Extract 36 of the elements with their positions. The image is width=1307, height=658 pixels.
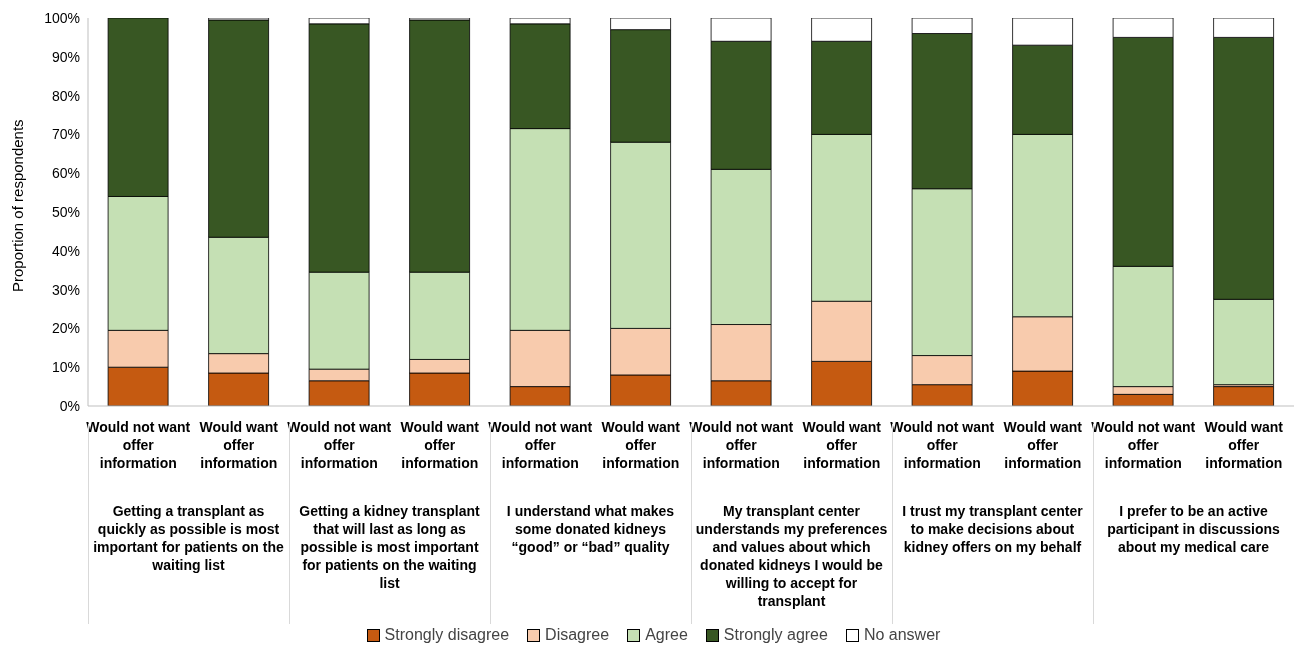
bar	[1213, 386, 1274, 406]
y-tick-label: 70%	[51, 126, 80, 143]
x-tick-label: Would not want offer information	[890, 419, 995, 471]
x-tick-label: Would not want offer information	[488, 419, 593, 471]
text: Getting a kidney transplant that will last as long as possible is most important for patients on the waiting list	[298, 502, 481, 592]
legend-label: Disagree	[544, 626, 610, 644]
legend-label: Agree	[644, 626, 688, 644]
x-tick-label: Would want offer information	[802, 419, 882, 471]
y-tick-label: 90%	[51, 48, 80, 65]
x-tick-label: Would want offer information	[400, 419, 480, 471]
y-tick-label: 0%	[59, 397, 80, 414]
text: I prefer to be an active participant in discussions about my medical care	[1106, 502, 1281, 556]
legend-label: No answer	[862, 626, 941, 644]
x-tick-label: Would not want offer information	[86, 419, 191, 471]
legend-label: Strongly agree	[722, 626, 828, 644]
y-tick-label: 60%	[51, 165, 80, 182]
y-tick-label: 30%	[51, 281, 80, 298]
text: My transplant center understands my preferences and values about which donated kidneys I would be willing to accept for transplant	[694, 502, 889, 610]
text: I trust my transplant center to make decisions about kidney offers on my behalf	[901, 502, 1084, 556]
y-tick-label: 40%	[51, 242, 80, 259]
x-tick-label: Would want offer information	[601, 419, 681, 471]
y-axis-title: Proportion of respondents	[9, 119, 27, 292]
y-tick-label: 50%	[51, 203, 80, 220]
x-tick-label: Would want offer information	[1204, 419, 1284, 471]
y-tick-label: 80%	[51, 87, 80, 104]
legend-label: Strongly disagree	[383, 626, 510, 644]
y-tick-label: 20%	[51, 320, 80, 337]
x-tick-label: Would want offer information	[199, 419, 279, 471]
y-tick-label: 10%	[51, 359, 80, 376]
text: I understand what makes some donated kidneys “good” or “bad” quality	[505, 502, 676, 556]
y-tick-label: 100%	[44, 9, 80, 26]
x-tick-label: Would not want offer information	[287, 419, 392, 471]
x-tick-label: Would want offer information	[1003, 419, 1083, 471]
x-tick-label: Would not want offer information	[689, 419, 794, 471]
x-tick-label: Would not want offer information	[1091, 419, 1196, 471]
text: Getting a transplant as quickly as possible is most important for patients on the waiting list	[92, 502, 285, 574]
